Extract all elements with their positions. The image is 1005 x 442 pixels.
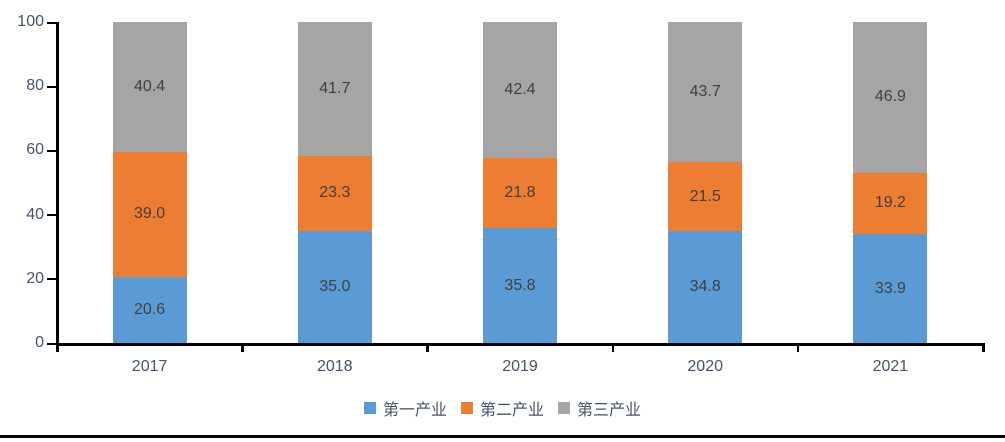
y-axis-tick-label: 20 <box>26 269 44 287</box>
bar-value-label: 21.8 <box>504 184 536 202</box>
y-axis-line <box>56 22 59 343</box>
bar-value-label: 35.8 <box>504 276 536 294</box>
y-axis-tick <box>47 21 56 24</box>
legend-swatch <box>558 402 570 414</box>
x-axis-category-label: 2017 <box>131 358 168 375</box>
legend-item-第一产业: 第一产业 <box>363 396 447 420</box>
bar-value-label: 43.7 <box>689 83 721 101</box>
bar-segment-第三产业: 41.7 <box>297 22 372 156</box>
x-axis-category-label: 2021 <box>872 358 909 375</box>
x-axis-category-label: 2020 <box>687 358 723 375</box>
chart-legend: 第一产业 第二产业 第三产业 <box>0 396 1005 420</box>
bar-segment-第三产业: 40.4 <box>112 22 187 152</box>
y-axis-tick-label: 60 <box>26 141 44 159</box>
bar-segment-第三产业: 46.9 <box>853 22 928 173</box>
legend-swatch <box>460 402 473 414</box>
x-axis-line <box>56 343 985 346</box>
bar-segment-第一产业: 34.8 <box>668 231 743 343</box>
legend-swatch <box>363 402 376 414</box>
legend-label: 第二产业 <box>479 402 544 419</box>
y-axis-tick-label: 40 <box>26 205 44 223</box>
bar-segment-第一产业: 35.0 <box>297 230 372 343</box>
bar-value-label: 21.5 <box>689 187 721 205</box>
bar-value-label: 40.4 <box>134 77 166 95</box>
bar-segment-第一产业: 33.9 <box>853 234 928 343</box>
bar-segment-第三产业: 42.4 <box>483 22 557 159</box>
y-axis-tick <box>47 214 56 217</box>
x-axis-tick <box>796 343 800 352</box>
x-axis-tick <box>56 343 59 352</box>
bar-value-label: 42.4 <box>504 81 536 99</box>
bar-value-label: 23.3 <box>319 184 351 202</box>
bar-value-label: 19.2 <box>874 194 906 212</box>
legend-label: 第三产业 <box>577 402 642 419</box>
bar-segment-第二产业: 21.5 <box>668 162 743 232</box>
y-axis-tick-label: 80 <box>26 77 44 95</box>
bar-segment-第二产业: 19.2 <box>853 172 928 235</box>
y-axis-tick-label: 0 <box>35 334 44 351</box>
bar-segment-第二产业: 21.8 <box>483 158 557 229</box>
x-axis-category-label: 2018 <box>317 358 353 375</box>
bar-segment-第三产业: 43.7 <box>668 22 743 163</box>
bar-value-label: 34.8 <box>689 278 721 296</box>
y-axis-tick-label: 100 <box>17 13 44 30</box>
bar-segment-第一产业: 20.6 <box>112 276 187 343</box>
y-axis-tick <box>47 85 56 88</box>
y-axis-tick <box>47 149 56 152</box>
x-axis-tick <box>611 343 615 352</box>
bar-value-label: 41.7 <box>319 79 351 97</box>
bar-value-label: 20.6 <box>134 300 166 318</box>
bar-value-label: 39.0 <box>134 205 166 223</box>
x-axis-category-label: 2019 <box>502 358 538 375</box>
bar-value-label: 46.9 <box>874 88 906 106</box>
bar-segment-第二产业: 23.3 <box>297 155 372 231</box>
bar-value-label: 33.9 <box>874 279 906 297</box>
legend-label: 第一产业 <box>382 402 447 419</box>
y-axis-tick <box>47 342 56 345</box>
bar-value-label: 35.0 <box>319 277 351 295</box>
x-axis-tick <box>982 343 985 352</box>
legend-item-第二产业: 第二产业 <box>460 396 544 420</box>
page-bottom-rule <box>0 435 1005 438</box>
x-axis-tick <box>426 343 429 352</box>
y-axis-tick <box>47 278 56 281</box>
x-axis-tick <box>241 343 244 352</box>
legend-item-第三产业: 第三产业 <box>558 396 641 420</box>
bar-segment-第一产业: 35.8 <box>483 228 557 343</box>
bar-segment-第二产业: 39.0 <box>112 151 187 277</box>
